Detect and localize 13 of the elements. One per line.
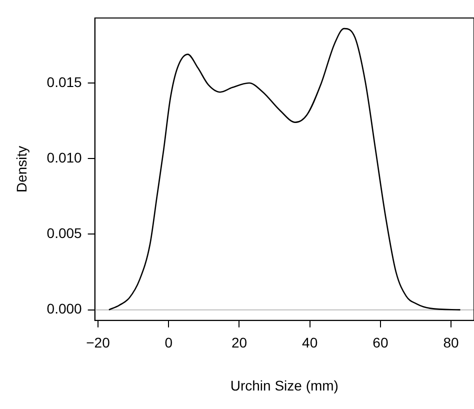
x-tick-label: 40 (302, 334, 318, 351)
x-tick-label: 60 (372, 334, 388, 351)
y-tick-label: 0.000 (46, 300, 82, 317)
x-axis-title: Urchin Size (mm) (230, 377, 338, 394)
y-tick-label: 0.015 (46, 74, 82, 90)
line-series (108, 28, 461, 310)
y-axis-title: Density (13, 146, 30, 193)
x-tick-label: −20 (86, 334, 110, 351)
y-tick-label: 0.010 (46, 149, 82, 166)
x-tick-label: 20 (231, 334, 248, 351)
x-tick-label: 0 (164, 334, 173, 351)
y-tick-label: 0.005 (46, 225, 82, 242)
x-tick-label: 80 (443, 334, 460, 351)
